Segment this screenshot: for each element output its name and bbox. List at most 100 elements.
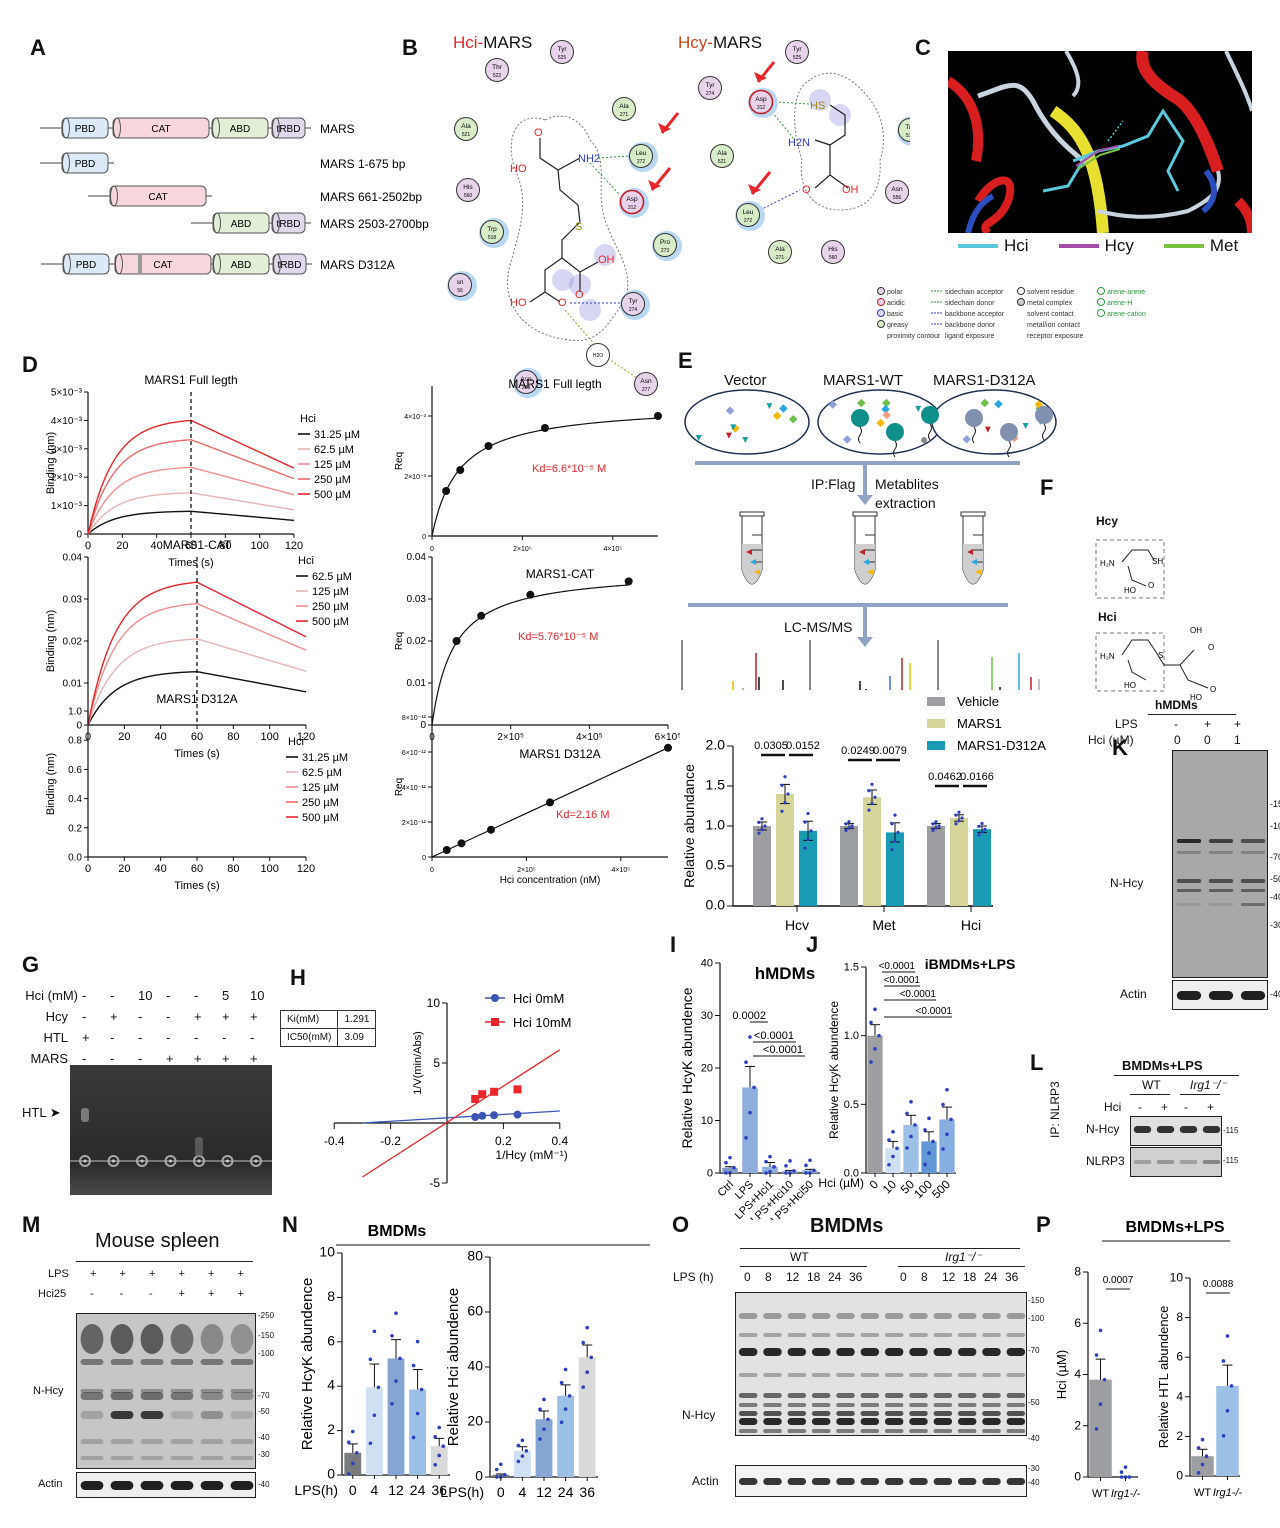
svg-text:Hci: Hci — [961, 917, 981, 930]
bar — [950, 818, 968, 906]
mw-marker: -150 — [258, 1331, 275, 1340]
svg-text:10: 10 — [880, 1177, 900, 1197]
lane-value: + — [222, 1051, 230, 1066]
svg-text:Binding (nm): Binding (nm) — [45, 753, 57, 815]
svg-text:250 µM: 250 µM — [314, 474, 351, 486]
mw-marker: -30 — [1028, 1464, 1040, 1473]
mw-marker: -150 — [1270, 799, 1280, 809]
group-wt: WT — [1142, 1078, 1161, 1092]
svg-text:4: 4 — [327, 1377, 335, 1393]
timepoint-ko: 8 — [921, 1270, 928, 1284]
svg-text:100: 100 — [250, 540, 268, 552]
row-label: Hci (mM) — [25, 988, 78, 1003]
svg-text:80: 80 — [467, 1248, 483, 1264]
svg-text:500: 500 — [929, 1177, 953, 1201]
svg-text:0: 0 — [1176, 1469, 1183, 1483]
svg-text:Leu: Leu — [636, 150, 647, 157]
svg-text:2: 2 — [1176, 1429, 1183, 1443]
svg-text:MARS1-CAT: MARS1-CAT — [163, 538, 232, 552]
svg-text:MARS1 D312A: MARS1 D312A — [519, 747, 600, 761]
svg-text:525: 525 — [793, 55, 802, 61]
svg-text:S: S — [575, 221, 582, 233]
svg-text:0.2: 0.2 — [68, 823, 82, 834]
svg-text:0.03: 0.03 — [63, 595, 83, 606]
svg-text:HO: HO — [1190, 693, 1202, 702]
residue-right-asn-556: Asn 556 — [885, 180, 909, 204]
svg-text:tRBD: tRBD — [277, 219, 301, 230]
svg-text:Hci (µM): Hci (µM) — [1054, 1350, 1069, 1399]
lane-value: + — [250, 1051, 258, 1066]
svg-text:1.0: 1.0 — [68, 707, 82, 718]
svg-text:8×10⁻¹²: 8×10⁻¹² — [402, 715, 427, 722]
svg-text:250 µM: 250 µM — [302, 797, 339, 809]
svg-text:4×10⁻¹²: 4×10⁻¹² — [402, 785, 427, 792]
svg-text:0: 0 — [866, 1177, 881, 1192]
svg-text:BMDMs: BMDMs — [368, 1223, 427, 1240]
svg-text:20: 20 — [118, 731, 130, 743]
svg-text:0.02: 0.02 — [63, 637, 83, 648]
svg-text:Times (s): Times (s) — [174, 748, 219, 760]
panel-label-g: G — [22, 952, 40, 977]
lane-value: + — [194, 1051, 202, 1066]
bar — [409, 1389, 427, 1475]
blot-title: Mouse spleen — [95, 1230, 220, 1252]
svg-text:MARS D312A: MARS D312A — [320, 258, 395, 272]
blot-image — [1172, 980, 1268, 1010]
row-label-lps-h: LPS (h) — [673, 1270, 714, 1284]
band-label-nhcy: N-Hcy — [33, 1385, 64, 1397]
svg-text:-5: -5 — [429, 1176, 440, 1190]
svg-text:100: 100 — [260, 731, 278, 743]
bar — [776, 794, 794, 906]
lane-value: - — [138, 1009, 143, 1024]
svg-text:-0.4: -0.4 — [324, 1134, 345, 1148]
svg-text:HO: HO — [1124, 586, 1136, 595]
mw-marker: -50 — [258, 1407, 270, 1416]
group-underline — [1130, 1094, 1170, 1095]
svg-text:Met: Met — [872, 917, 895, 930]
lane-value: - — [82, 988, 87, 1003]
svg-text:S: S — [1158, 651, 1163, 660]
svg-text:0.04: 0.04 — [407, 552, 427, 563]
svg-text:8: 8 — [1176, 1310, 1183, 1324]
chart-D-full-kinetics: MARS1 Full legth 0 1×10⁻³ 2×10⁻³ 3×10⁻³ 4×10⁻… — [45, 373, 360, 569]
panel-m-spleen-blot: Mouse spleen LPS Hci25 + + + + + + - - - + + + N-Hcy -25… — [0, 1210, 290, 1528]
svg-text:500 µM: 500 µM — [302, 812, 339, 824]
residue-left-pro-273: Pro 273 — [652, 231, 682, 261]
svg-text:Tyr: Tyr — [628, 298, 638, 305]
bar — [863, 797, 881, 906]
timepoint-ko: 12 — [942, 1270, 956, 1284]
svg-text:<0.0001: <0.0001 — [884, 975, 921, 986]
mw-marker: -70 — [1028, 1346, 1040, 1355]
svg-text:1.0: 1.0 — [844, 1030, 859, 1042]
lane-value: - — [1138, 1100, 1142, 1114]
step-metabolites-1: Metablites — [875, 476, 939, 492]
svg-text:HO: HO — [1124, 681, 1136, 690]
svg-text:0.0: 0.0 — [706, 897, 726, 913]
step-metabolites-2: extraction — [875, 495, 936, 511]
svg-text:Vehicle: Vehicle — [957, 694, 999, 709]
svg-text:560: 560 — [464, 193, 473, 199]
svg-text:Hci: Hci — [298, 555, 314, 567]
lane-value: 0 — [1174, 733, 1181, 747]
svg-text:518: 518 — [906, 133, 910, 139]
residue-left-trp-518: Trp 518 — [479, 218, 509, 248]
svg-text:20: 20 — [118, 863, 130, 875]
svg-text:0.5: 0.5 — [844, 1099, 859, 1111]
blot-title: BMDMs — [810, 1215, 884, 1237]
svg-text:283: 283 — [522, 385, 531, 391]
svg-text:0: 0 — [327, 1466, 335, 1482]
svg-text:Times (s): Times (s) — [174, 880, 219, 892]
svg-text:20: 20 — [701, 1063, 713, 1075]
svg-text:HO: HO — [510, 163, 527, 175]
svg-text:Hcy: Hcy — [785, 917, 809, 930]
svg-text:500 µM: 500 µM — [312, 616, 349, 628]
timepoint-ko: 36 — [1005, 1270, 1019, 1284]
bar — [722, 1167, 738, 1173]
svg-text:36: 36 — [431, 1482, 447, 1498]
svg-text:polar: polar — [887, 289, 903, 296]
svg-text:125 µM: 125 µM — [312, 586, 349, 598]
svg-text:Kd=2.16 M: Kd=2.16 M — [556, 809, 610, 821]
bar — [535, 1419, 553, 1477]
svg-text:0: 0 — [707, 1168, 713, 1180]
